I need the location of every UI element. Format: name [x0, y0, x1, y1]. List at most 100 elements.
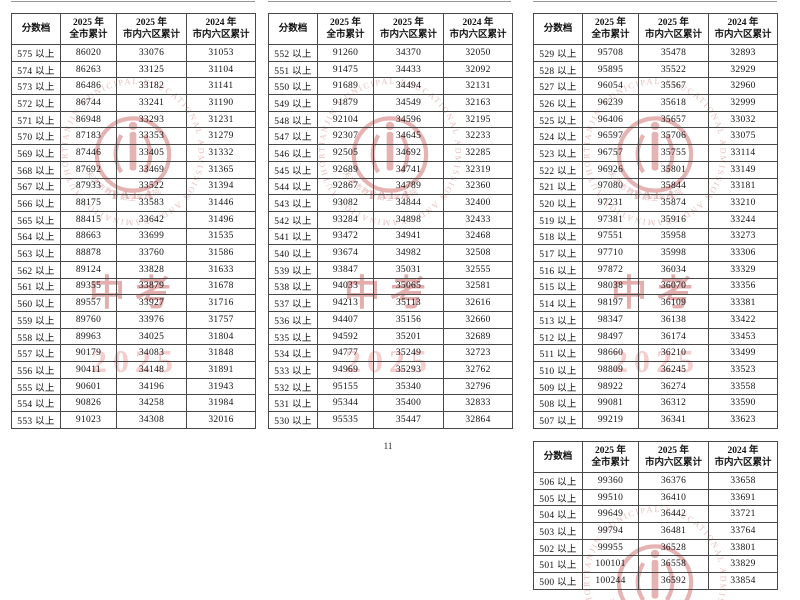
cumulative-count-cell: 33149 [708, 160, 778, 179]
cumulative-count-cell: 94213 [317, 294, 374, 312]
header-score-tier: 分数档 [268, 13, 318, 45]
cumulative-count-cell: 89963 [60, 327, 117, 346]
cumulative-count-cell: 32555 [443, 260, 513, 279]
cumulative-count-cell: 100101 [582, 555, 639, 574]
table-row: 552 以上 91260 34370 32050 [268, 44, 513, 62]
table-row: 568 以上 87692 33469 31365 [11, 160, 256, 179]
cumulative-count-cell: 31716 [186, 294, 256, 312]
header-row: 分数档 2025 年全市累计 2025 年市内六区累计 2024 年市内六区累计 [533, 13, 778, 45]
header-score-tier: 分数档 [533, 13, 583, 45]
cumulative-count-cell: 35706 [638, 127, 709, 146]
score-tier-cell: 510 以上 [533, 361, 583, 379]
score-tier-cell: 567 以上 [11, 177, 61, 196]
score-table-4: 分数档 2025 年全市累计 2025 年市内六区累计 2024 年市内六区累计… [533, 441, 778, 590]
table-row: 543 以上 93082 34844 32400 [268, 194, 513, 212]
score-tier-cell: 539 以上 [268, 260, 318, 279]
table-row: 569 以上 87446 33405 31332 [11, 144, 256, 162]
score-tier-cell: 518 以上 [533, 227, 583, 246]
cumulative-count-cell: 36312 [638, 394, 709, 413]
header-row: 分数档 2025 年全市累计 2025 年市内六区累计 2024 年市内六区累计 [268, 13, 513, 45]
table-body: 552 以上 91260 34370 32050 551 以上 91475 34433 320… [268, 44, 513, 429]
cumulative-count-cell: 99649 [582, 505, 639, 524]
cumulative-count-cell: 92307 [317, 127, 374, 146]
cumulative-count-cell: 93674 [317, 244, 374, 262]
score-tier-cell: 506 以上 [533, 472, 583, 490]
cumulative-count-cell: 33381 [708, 294, 778, 312]
cumulative-count-cell: 33558 [708, 377, 778, 396]
cumulative-count-cell: 33356 [708, 277, 778, 296]
score-tier-cell: 517 以上 [533, 244, 583, 262]
cumulative-count-cell: 32833 [443, 394, 513, 413]
table-row: 531 以上 95344 35400 32833 [268, 394, 513, 413]
cumulative-count-cell: 34941 [373, 227, 444, 246]
cumulative-count-cell: 35874 [638, 194, 709, 212]
table-body: 506 以上 99360 36376 33658 505 以上 99510 36410 336… [533, 472, 778, 590]
table-row: 537 以上 94213 35113 32616 [268, 294, 513, 312]
score-tier-cell: 568 以上 [11, 160, 61, 179]
cumulative-count-cell: 35618 [638, 94, 709, 112]
cumulative-count-cell: 90826 [60, 394, 117, 413]
cumulative-count-cell: 31535 [186, 227, 256, 246]
score-tier-cell: 542 以上 [268, 210, 318, 229]
score-tier-cell: 575 以上 [11, 44, 61, 62]
table-row: 549 以上 91879 34549 32163 [268, 94, 513, 112]
header-2025-six-districts: 2025 年市内六区累计 [116, 13, 187, 45]
cumulative-count-cell: 93082 [317, 194, 374, 212]
score-tier-cell: 536 以上 [268, 311, 318, 329]
cumulative-count-cell: 32016 [186, 411, 256, 429]
cumulative-count-cell: 31757 [186, 311, 256, 329]
cumulative-count-cell: 88878 [60, 244, 117, 262]
table-row: 571 以上 86948 33293 31231 [11, 110, 256, 129]
table-row: 541 以上 93472 34941 32468 [268, 227, 513, 246]
table-row: 514 以上 98197 36109 33381 [533, 294, 778, 312]
cumulative-count-cell: 34789 [373, 177, 444, 196]
table-row: 567 以上 87933 33522 31394 [11, 177, 256, 196]
cumulative-count-cell: 35567 [638, 77, 709, 96]
table-row: 501 以上 100101 36558 33829 [533, 555, 778, 574]
cumulative-count-cell: 33499 [708, 344, 778, 363]
cumulative-count-cell: 92104 [317, 110, 374, 129]
cumulative-count-cell: 99219 [582, 411, 639, 429]
cumulative-count-cell: 87692 [60, 160, 117, 179]
cumulative-count-cell: 94407 [317, 311, 374, 329]
score-tier-cell: 565 以上 [11, 210, 61, 229]
cumulative-count-cell: 31279 [186, 127, 256, 146]
cumulative-count-cell: 33590 [708, 394, 778, 413]
score-table-2: 分数档 2025 年全市累计 2025 年市内六区累计 2024 年市内六区累计… [268, 13, 513, 429]
table-row: 522 以上 96926 35801 33149 [533, 160, 778, 179]
cumulative-count-cell: 36034 [638, 260, 709, 279]
table-body: 529 以上 95708 35478 32893 528 以上 95895 35522 329… [533, 44, 778, 429]
score-tier-cell: 508 以上 [533, 394, 583, 413]
cumulative-count-cell: 96757 [582, 144, 639, 162]
cumulative-count-cell: 33523 [708, 361, 778, 379]
cumulative-count-cell: 90411 [60, 361, 117, 379]
cumulative-count-cell: 34692 [373, 144, 444, 162]
table-row: 564 以上 88663 33699 31535 [11, 227, 256, 246]
cumulative-count-cell: 36109 [638, 294, 709, 312]
table-row: 512 以上 98497 36174 33453 [533, 327, 778, 346]
cumulative-count-cell: 97551 [582, 227, 639, 246]
table-row: 546 以上 92505 34692 32285 [268, 144, 513, 162]
score-tier-cell: 523 以上 [533, 144, 583, 162]
table-row: 509 以上 98922 36274 33558 [533, 377, 778, 396]
cumulative-count-cell: 32762 [443, 361, 513, 379]
cumulative-count-cell: 31891 [186, 361, 256, 379]
score-tier-cell: 511 以上 [533, 344, 583, 363]
cumulative-count-cell: 89760 [60, 311, 117, 329]
score-tier-cell: 544 以上 [268, 177, 318, 196]
cumulative-count-cell: 33422 [708, 311, 778, 329]
cumulative-count-cell: 35478 [638, 44, 709, 62]
cumulative-count-cell: 94592 [317, 327, 374, 346]
cumulative-count-cell: 33075 [708, 127, 778, 146]
cumulative-count-cell: 31984 [186, 394, 256, 413]
score-tier-cell: 546 以上 [268, 144, 318, 162]
score-tier-cell: 535 以上 [268, 327, 318, 346]
score-tier-cell: 572 以上 [11, 94, 61, 112]
score-tier-cell: 534 以上 [268, 344, 318, 363]
cumulative-count-cell: 32433 [443, 210, 513, 229]
cumulative-count-cell: 91689 [317, 77, 374, 96]
table-row: 539 以上 93847 35031 32555 [268, 260, 513, 279]
cumulative-count-cell: 98809 [582, 361, 639, 379]
cumulative-count-cell: 31633 [186, 260, 256, 279]
cumulative-count-cell: 96926 [582, 160, 639, 179]
